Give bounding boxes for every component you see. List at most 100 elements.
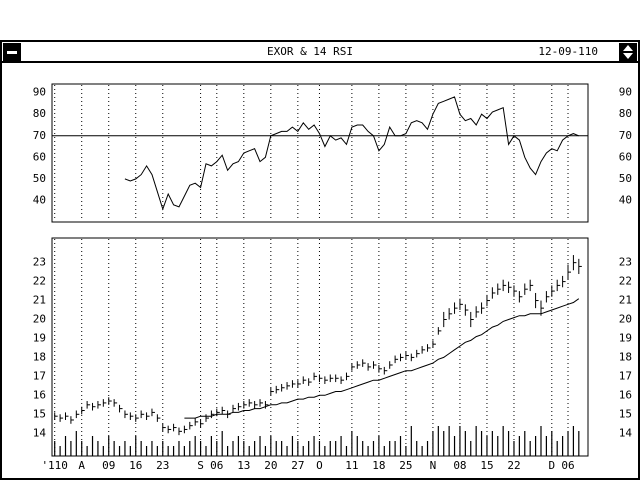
volume-bar <box>259 436 261 456</box>
volume-bar <box>54 441 56 456</box>
volume-bar <box>297 441 299 456</box>
volume-bar <box>70 441 72 456</box>
volume-bar <box>356 436 358 456</box>
volume-bar <box>524 431 526 456</box>
volume-bar <box>410 426 412 456</box>
volume-bar <box>486 436 488 456</box>
volume-bar <box>151 441 153 456</box>
y-tick-label: 80 <box>33 107 46 120</box>
volume-bar <box>378 436 380 456</box>
volume-bar <box>416 441 418 456</box>
y-tick-label-right: 90 <box>619 86 632 99</box>
volume-bar <box>81 441 83 456</box>
x-tick-label: 06 <box>210 459 223 472</box>
volume-bar <box>367 446 369 456</box>
x-tick-label: 11 <box>345 459 358 472</box>
volume-bar <box>102 446 104 456</box>
rsi-panel <box>51 83 589 223</box>
volume-bar <box>529 441 531 456</box>
volume-bar <box>437 426 439 456</box>
x-tick-label: 06 <box>561 459 574 472</box>
y-tick-label-right: 80 <box>619 107 632 120</box>
volume-bar <box>232 441 234 456</box>
volume-bar <box>124 441 126 456</box>
volume-bar <box>507 431 510 456</box>
volume-bar <box>59 446 61 456</box>
volume-bar <box>118 446 121 456</box>
y-tick-label: 17 <box>33 369 46 382</box>
volume-bar <box>205 446 207 456</box>
volume-bar <box>97 441 99 456</box>
x-tick-label: 16 <box>129 459 142 472</box>
volume-bar <box>502 426 504 456</box>
volume-bar <box>243 441 245 456</box>
x-tick-label: '110 <box>41 459 68 472</box>
x-tick-label: 09 <box>102 459 115 472</box>
volume-bar <box>335 441 337 456</box>
volume-bar <box>264 446 267 456</box>
y-tick-label-right: 19 <box>619 331 632 344</box>
volume-bar <box>221 431 223 456</box>
volume-bar <box>162 441 164 456</box>
x-tick-label: 15 <box>480 459 493 472</box>
volume-bar <box>275 441 277 456</box>
volume-bar <box>540 426 542 456</box>
volume-bar <box>545 436 547 456</box>
y-tick-label: 14 <box>33 426 47 439</box>
volume-bar <box>578 431 580 456</box>
volume-bar <box>432 431 434 456</box>
volume-bar <box>281 441 283 456</box>
x-tick-label: 18 <box>372 459 385 472</box>
x-tick-label: 25 <box>399 459 412 472</box>
volume-bar <box>113 441 115 456</box>
y-tick-label-right: 40 <box>619 193 632 206</box>
volume-bar <box>534 436 537 456</box>
volume-bar <box>216 441 218 456</box>
y-tick-label-right: 21 <box>619 294 632 307</box>
y-tick-label: 15 <box>33 407 46 420</box>
y-tick-label-right: 50 <box>619 172 632 185</box>
x-tick-label: S <box>197 459 204 472</box>
x-tick-label: O <box>316 459 323 472</box>
size-box[interactable] <box>619 43 637 61</box>
volume-bar <box>340 436 342 456</box>
y-tick-label-right: 22 <box>619 275 632 288</box>
window-title: EXOR & 14 RSI <box>267 45 353 58</box>
volume-bar <box>459 426 461 456</box>
volume-bar <box>199 441 202 456</box>
volume-bar <box>308 441 310 456</box>
y-tick-label: 50 <box>33 172 46 185</box>
volume-bar <box>286 446 288 456</box>
volume-bar <box>421 446 423 456</box>
volume-bar <box>453 436 456 456</box>
volume-bar <box>183 446 185 456</box>
volume-bar <box>270 436 272 456</box>
volume-bar <box>470 441 472 456</box>
y-tick-label-right: 17 <box>619 369 632 382</box>
volume-bar <box>562 436 564 456</box>
volume-bar <box>324 446 326 456</box>
volume-bar <box>189 441 191 456</box>
volume-bar <box>145 446 148 456</box>
volume-bar <box>313 436 315 456</box>
rsi-line <box>124 96 579 211</box>
volume-bar <box>497 436 499 456</box>
x-tick-label: 08 <box>453 459 466 472</box>
volume-bar <box>362 441 364 456</box>
y-tick-label: 40 <box>33 193 46 206</box>
volume-bar <box>64 436 67 456</box>
y-tick-label-right: 60 <box>619 150 632 163</box>
volume-bar <box>91 436 94 456</box>
y-tick-label-right: 14 <box>619 426 633 439</box>
volume-bar <box>405 446 407 456</box>
y-tick-label-right: 23 <box>619 256 632 269</box>
volume-bar <box>86 446 88 456</box>
volume-bar <box>399 436 402 456</box>
y-tick-label-right: 16 <box>619 388 632 401</box>
volume-bar <box>351 431 353 456</box>
x-tick-label: 23 <box>156 459 169 472</box>
volume-bar <box>167 446 169 456</box>
volume-bar <box>394 441 396 456</box>
volume-bar <box>426 441 429 456</box>
volume-bar <box>237 436 240 456</box>
